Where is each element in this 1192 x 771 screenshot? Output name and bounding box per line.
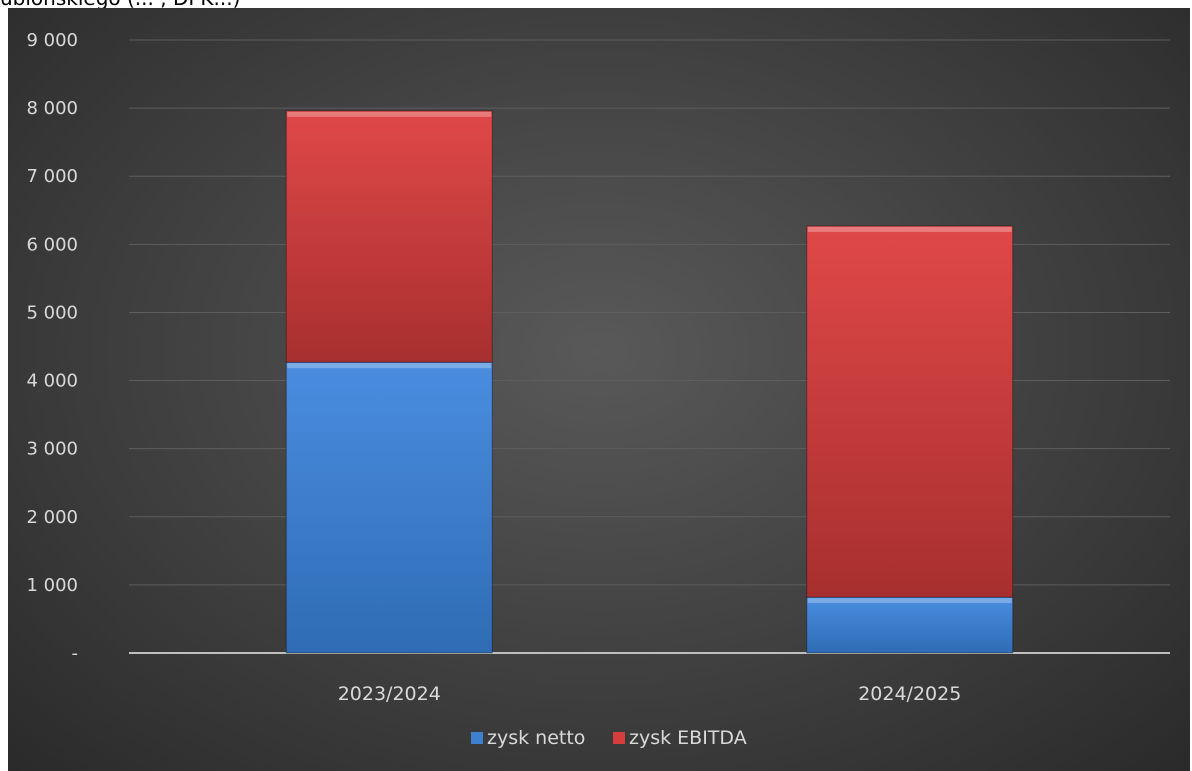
- chart-area: - 1 000 2 000 3 000 4 000 5 000 6 000 7 000 8 00…: [8, 8, 1190, 771]
- y-tick-label: 2 000: [26, 507, 78, 528]
- gridlines: [129, 39, 1170, 654]
- bar-zysk-ebitda: [285, 110, 493, 363]
- bar-zysk-ebitda-bevel: [287, 111, 492, 117]
- y-axis-ticks: - 1 000 2 000 3 000 4 000 5 000 6 000 7 000 8 00…: [26, 30, 78, 664]
- bar-zysk-netto: [285, 361, 493, 654]
- x-tick-label: 2023/2024: [338, 683, 441, 705]
- y-tick-label: 9 000: [26, 30, 78, 51]
- legend-label: zysk netto: [487, 727, 585, 749]
- y-tick-label: -: [72, 643, 79, 664]
- legend: zysk netto zysk EBITDA: [471, 727, 747, 749]
- y-tick-label: 4 000: [26, 371, 78, 392]
- stacked-bar-chart: - 1 000 2 000 3 000 4 000 5 000 6 000 7 000 8 00…: [26, 30, 1170, 749]
- legend-item-zysk-ebitda: zysk EBITDA: [613, 727, 747, 749]
- y-tick-label: 1 000: [26, 575, 78, 596]
- top-caption: ubiońskiego (... , DPK...): [0, 0, 240, 8]
- y-tick-label: 5 000: [26, 302, 78, 323]
- legend-label: zysk EBITDA: [629, 727, 747, 749]
- bars: [285, 110, 1014, 654]
- legend-item-zysk-netto: zysk netto: [471, 727, 585, 749]
- legend-swatch: [613, 732, 625, 744]
- x-axis-ticks: 2023/2024 2024/2025: [338, 683, 962, 705]
- legend-swatch: [471, 732, 483, 744]
- bar-zysk-netto-bevel: [807, 598, 1012, 604]
- bar-zysk-netto-bevel: [287, 363, 492, 369]
- y-tick-label: 3 000: [26, 439, 78, 460]
- bar-zysk-ebitda-bevel: [807, 226, 1012, 232]
- bar-zysk-netto: [806, 596, 1014, 654]
- y-tick-label: 8 000: [26, 98, 78, 119]
- x-tick-label: 2024/2025: [858, 683, 961, 705]
- y-tick-label: 7 000: [26, 166, 78, 187]
- bar-zysk-ebitda: [806, 225, 1014, 598]
- y-tick-label: 6 000: [26, 234, 78, 255]
